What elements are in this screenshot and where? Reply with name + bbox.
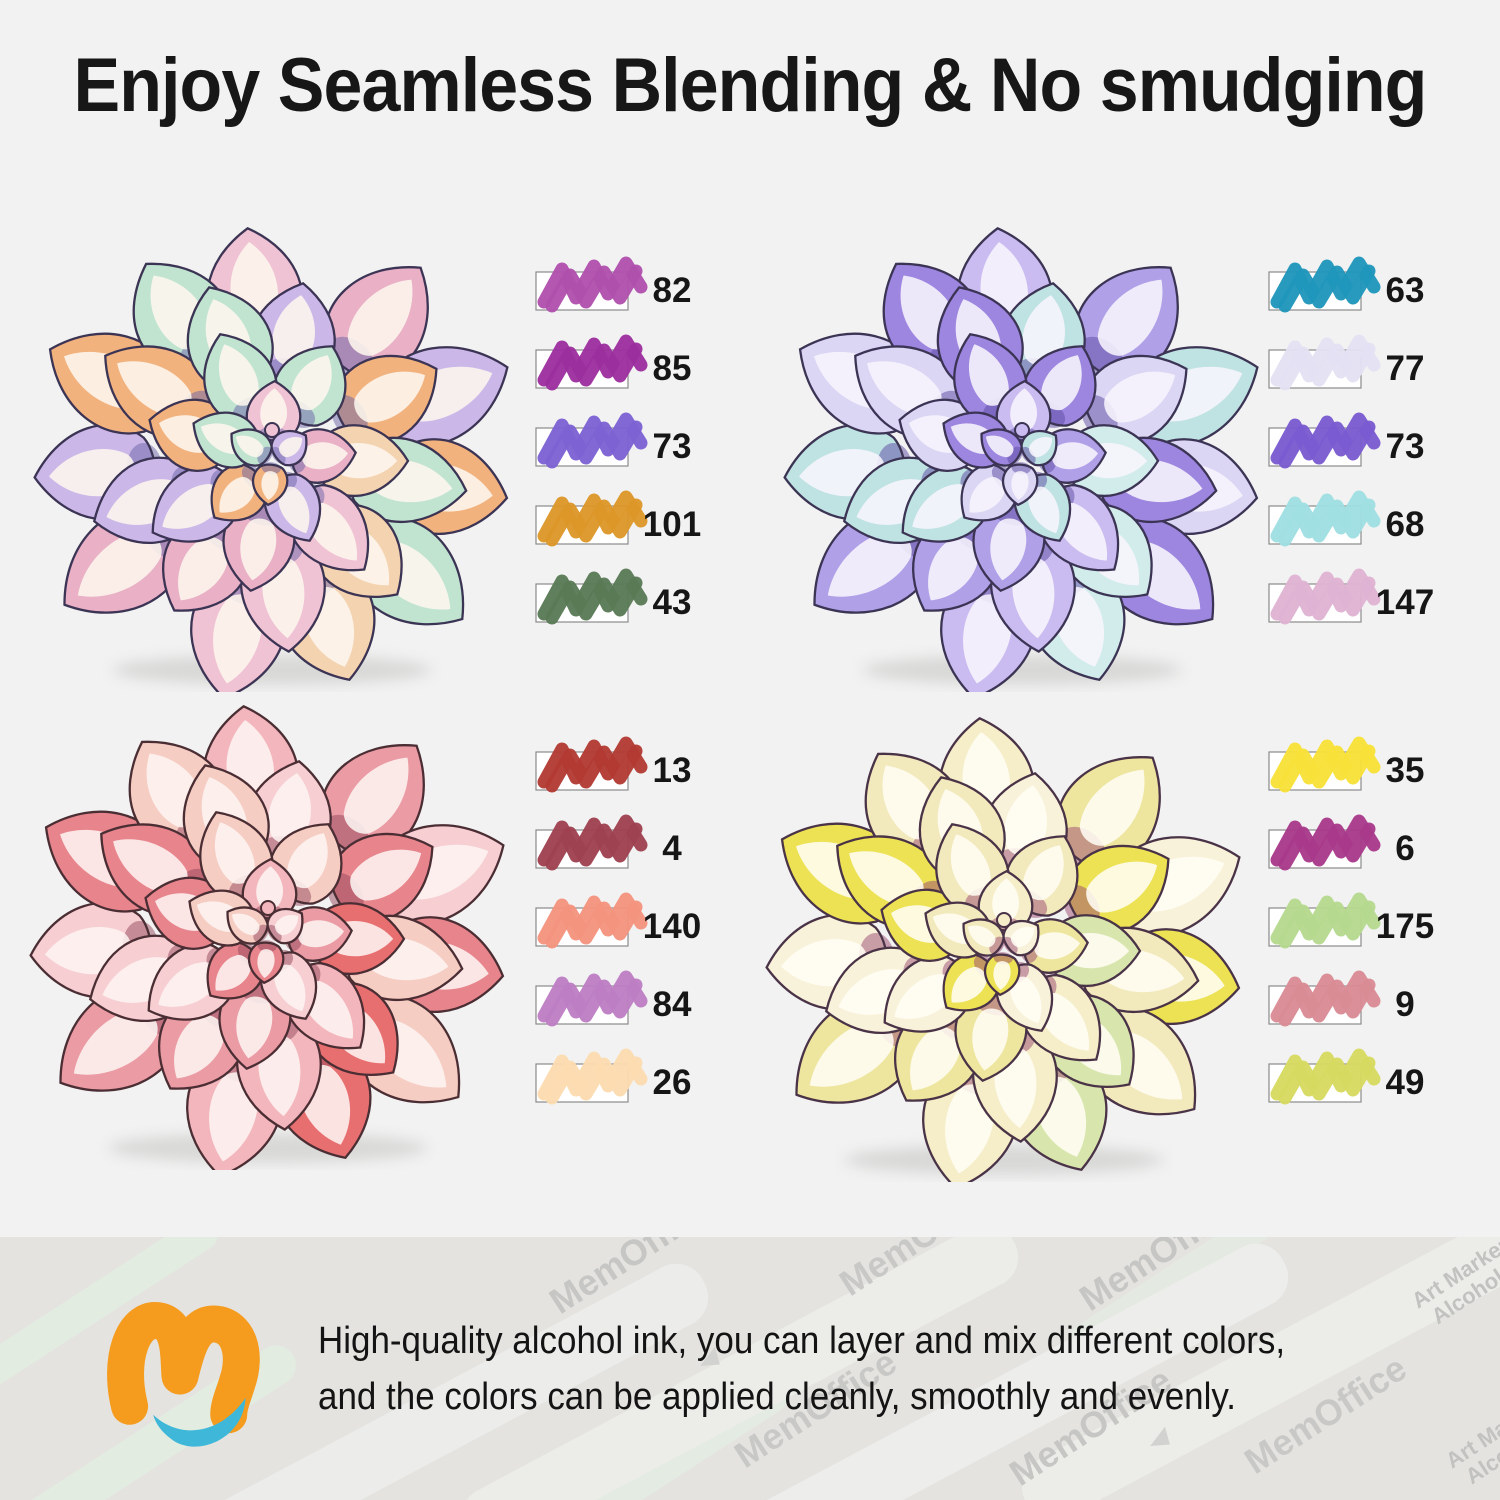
marker-swatch bbox=[535, 412, 648, 469]
marker-swatch bbox=[1268, 814, 1381, 871]
petal bbox=[983, 952, 1021, 997]
marker-swatch bbox=[535, 814, 648, 871]
marker-swatch bbox=[535, 256, 648, 313]
green-streak bbox=[0, 1237, 218, 1396]
marker-pen-body bbox=[151, 1263, 709, 1500]
swatch-row: 35 bbox=[1267, 722, 1497, 800]
marker-number: 82 bbox=[652, 271, 692, 310]
swatch-row: 9 bbox=[1267, 956, 1497, 1034]
petal bbox=[1020, 430, 1058, 467]
marker-swatch bbox=[1268, 970, 1381, 1027]
marker-swatch bbox=[535, 970, 648, 1027]
marker-number: 84 bbox=[652, 985, 692, 1024]
swatch-row: 6 bbox=[1267, 800, 1497, 878]
swatch-row: 82 bbox=[534, 242, 764, 320]
marker-swatch bbox=[1268, 1048, 1381, 1105]
marker-swatch bbox=[535, 1048, 648, 1105]
petal bbox=[251, 462, 289, 507]
color-legend-bottom-right: 35 6 175 9 49 bbox=[1267, 722, 1497, 1112]
marker-number: 77 bbox=[1385, 349, 1425, 388]
marker-number: 35 bbox=[1385, 751, 1425, 790]
marker-swatch bbox=[1268, 568, 1381, 625]
color-legend-top-right: 63 77 73 68 147 bbox=[1267, 242, 1497, 632]
swatch-row: 68 bbox=[1267, 476, 1497, 554]
marker-number: 63 bbox=[1385, 271, 1425, 310]
swatch-row: 84 bbox=[534, 956, 764, 1034]
swatch-row: 140 bbox=[534, 878, 764, 956]
marker-number: 85 bbox=[652, 349, 692, 388]
petal bbox=[270, 430, 308, 467]
pen-clip-icon bbox=[700, 1346, 720, 1366]
footer-line-1: High-quality alcohol ink, you can layer … bbox=[318, 1320, 1286, 1362]
marker-number: 13 bbox=[652, 751, 692, 790]
swatch-row: 73 bbox=[1267, 398, 1497, 476]
marker-swatch bbox=[535, 892, 648, 949]
footer-line-2: and the colors can be applied cleanly, s… bbox=[318, 1376, 1236, 1418]
petal bbox=[980, 428, 1023, 467]
footer-strip: MemOffice MemOffice MemOffice MemOffice … bbox=[0, 1237, 1500, 1500]
marker-number: 73 bbox=[652, 427, 692, 466]
marker-number: 68 bbox=[1385, 505, 1425, 544]
succulent-illustration-bottom-right bbox=[765, 716, 1241, 1182]
page-title: Enjoy Seamless Blending & No smudging bbox=[73, 43, 1428, 128]
marker-swatch bbox=[1268, 490, 1381, 547]
color-legend-bottom-left: 13 4 140 84 26 bbox=[534, 722, 764, 1112]
swatch-row: 13 bbox=[534, 722, 764, 800]
petal bbox=[323, 266, 429, 381]
logo-swoosh-icon bbox=[153, 1397, 246, 1447]
swatch-row: 63 bbox=[1267, 242, 1497, 320]
marker-number: 49 bbox=[1385, 1063, 1425, 1102]
watermark-marker-label: Art Marker Alcohol Ink bbox=[1441, 1392, 1500, 1489]
swatch-row: 49 bbox=[1267, 1034, 1497, 1112]
petal bbox=[226, 906, 269, 945]
marker-pen-body bbox=[731, 1243, 1289, 1500]
marker-swatch bbox=[1268, 412, 1381, 469]
marker-swatch bbox=[1268, 334, 1381, 391]
succulent-illustration-bottom-left bbox=[29, 704, 505, 1170]
brand-logo bbox=[107, 1302, 260, 1447]
marker-number: 73 bbox=[1385, 427, 1425, 466]
petal bbox=[247, 940, 285, 985]
marker-number: 101 bbox=[642, 505, 702, 544]
pen-clip-icon bbox=[1150, 1426, 1170, 1446]
marker-number: 43 bbox=[652, 583, 692, 622]
marker-number: 4 bbox=[662, 829, 682, 868]
pen-watermark: MemOffice MemOffice MemOffice MemOffice … bbox=[0, 1237, 1500, 1500]
petal bbox=[1002, 920, 1040, 957]
marker-number: 175 bbox=[1375, 907, 1435, 946]
marker-number: 140 bbox=[642, 907, 702, 946]
petal bbox=[962, 918, 1005, 957]
petal bbox=[1001, 462, 1039, 507]
petal bbox=[266, 908, 304, 945]
swatch-row: 77 bbox=[1267, 320, 1497, 398]
logo-m-icon bbox=[107, 1302, 260, 1434]
color-legend-top-left: 82 85 73 101 43 bbox=[534, 242, 764, 632]
marker-swatch bbox=[535, 490, 648, 547]
swatch-row: 43 bbox=[534, 554, 764, 632]
marker-swatch bbox=[535, 736, 648, 793]
swatch-row: 175 bbox=[1267, 878, 1497, 956]
marker-swatch bbox=[535, 334, 648, 391]
petal bbox=[230, 428, 273, 467]
petal bbox=[1081, 354, 1188, 445]
marker-swatch bbox=[1268, 736, 1381, 793]
marker-swatch bbox=[1268, 892, 1381, 949]
swatch-row: 4 bbox=[534, 800, 764, 878]
marker-swatch bbox=[535, 568, 648, 625]
swatch-row: 147 bbox=[1267, 554, 1497, 632]
marker-number: 147 bbox=[1375, 583, 1435, 622]
marker-number: 26 bbox=[652, 1063, 692, 1102]
swatch-row: 26 bbox=[534, 1034, 764, 1112]
succulent-illustration-top-right bbox=[783, 226, 1259, 692]
marker-number: 9 bbox=[1395, 985, 1415, 1024]
marker-swatch bbox=[1268, 256, 1381, 313]
succulent-illustration-top-left bbox=[33, 226, 509, 692]
marker-pen-body bbox=[461, 1237, 1019, 1500]
marker-number: 6 bbox=[1395, 829, 1415, 868]
footer-text: High-quality alcohol ink, you can layer … bbox=[318, 1313, 1285, 1425]
swatch-row: 73 bbox=[534, 398, 764, 476]
swatch-row: 85 bbox=[534, 320, 764, 398]
swatch-row: 101 bbox=[534, 476, 764, 554]
